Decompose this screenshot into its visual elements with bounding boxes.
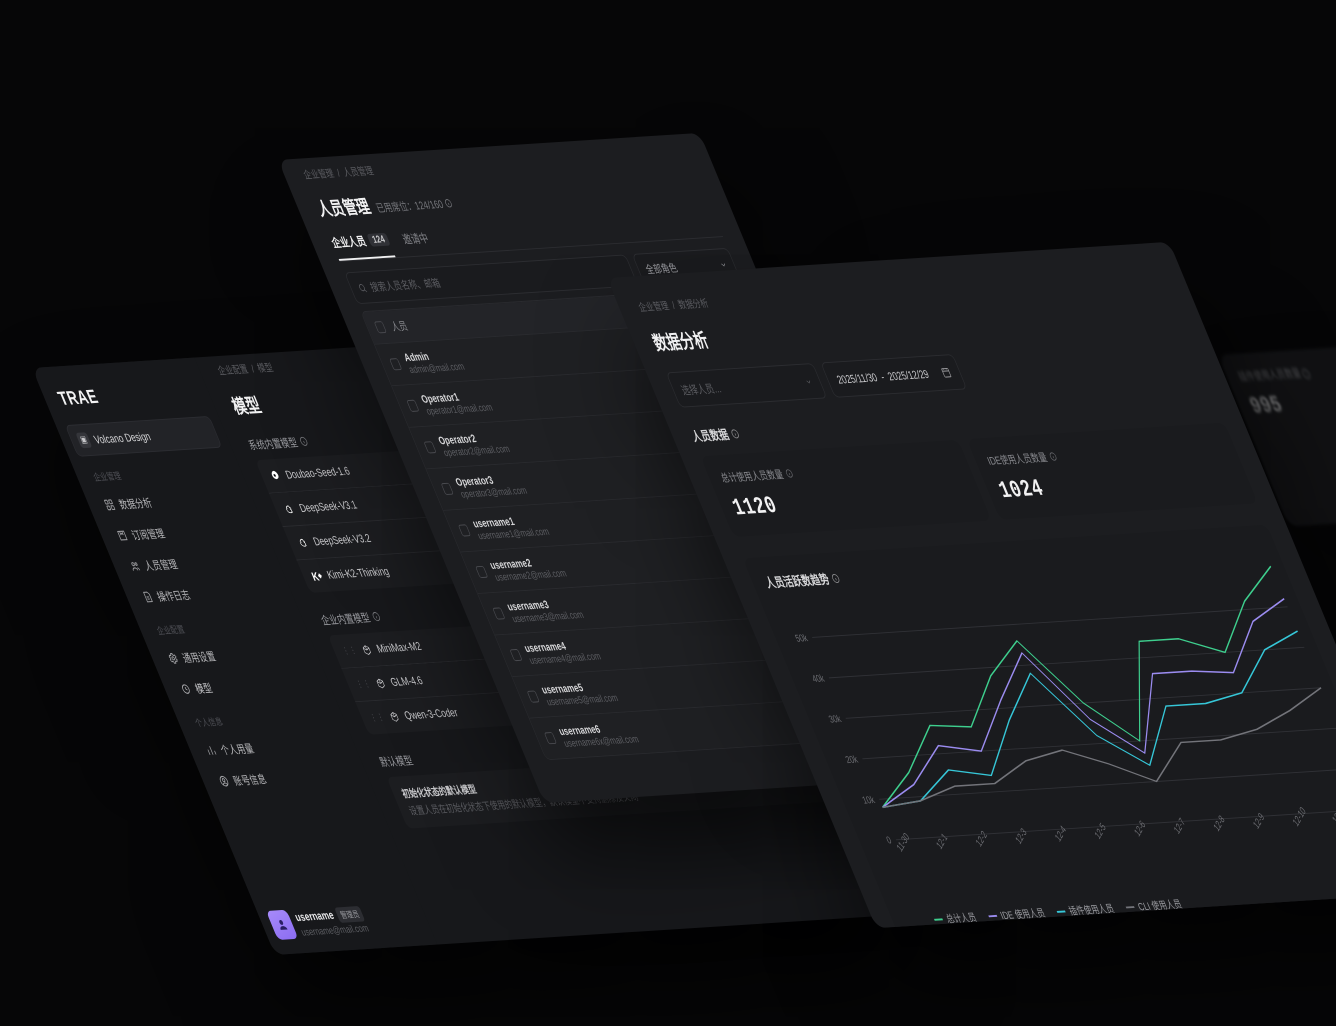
svg-text:12-4: 12-4 bbox=[1053, 823, 1068, 844]
svg-text:30k: 30k bbox=[827, 713, 843, 725]
svg-text:12-5: 12-5 bbox=[1093, 821, 1108, 842]
svg-text:10k: 10k bbox=[861, 794, 877, 806]
svg-text:12-2: 12-2 bbox=[974, 828, 989, 849]
svg-text:12-9: 12-9 bbox=[1251, 810, 1266, 831]
svg-text:12-11: 12-11 bbox=[1330, 802, 1336, 826]
svg-text:0: 0 bbox=[885, 835, 893, 846]
svg-text:50k: 50k bbox=[793, 632, 809, 644]
svg-text:40k: 40k bbox=[810, 673, 826, 685]
svg-text:20k: 20k bbox=[844, 754, 860, 766]
svg-text:12-7: 12-7 bbox=[1172, 816, 1187, 837]
svg-text:12-10: 12-10 bbox=[1291, 805, 1308, 829]
svg-text:12-6: 12-6 bbox=[1132, 818, 1147, 839]
svg-text:12-8: 12-8 bbox=[1212, 813, 1227, 834]
svg-text:11-30: 11-30 bbox=[895, 830, 912, 854]
svg-text:12-3: 12-3 bbox=[1014, 826, 1029, 847]
svg-text:12-1: 12-1 bbox=[934, 831, 949, 852]
